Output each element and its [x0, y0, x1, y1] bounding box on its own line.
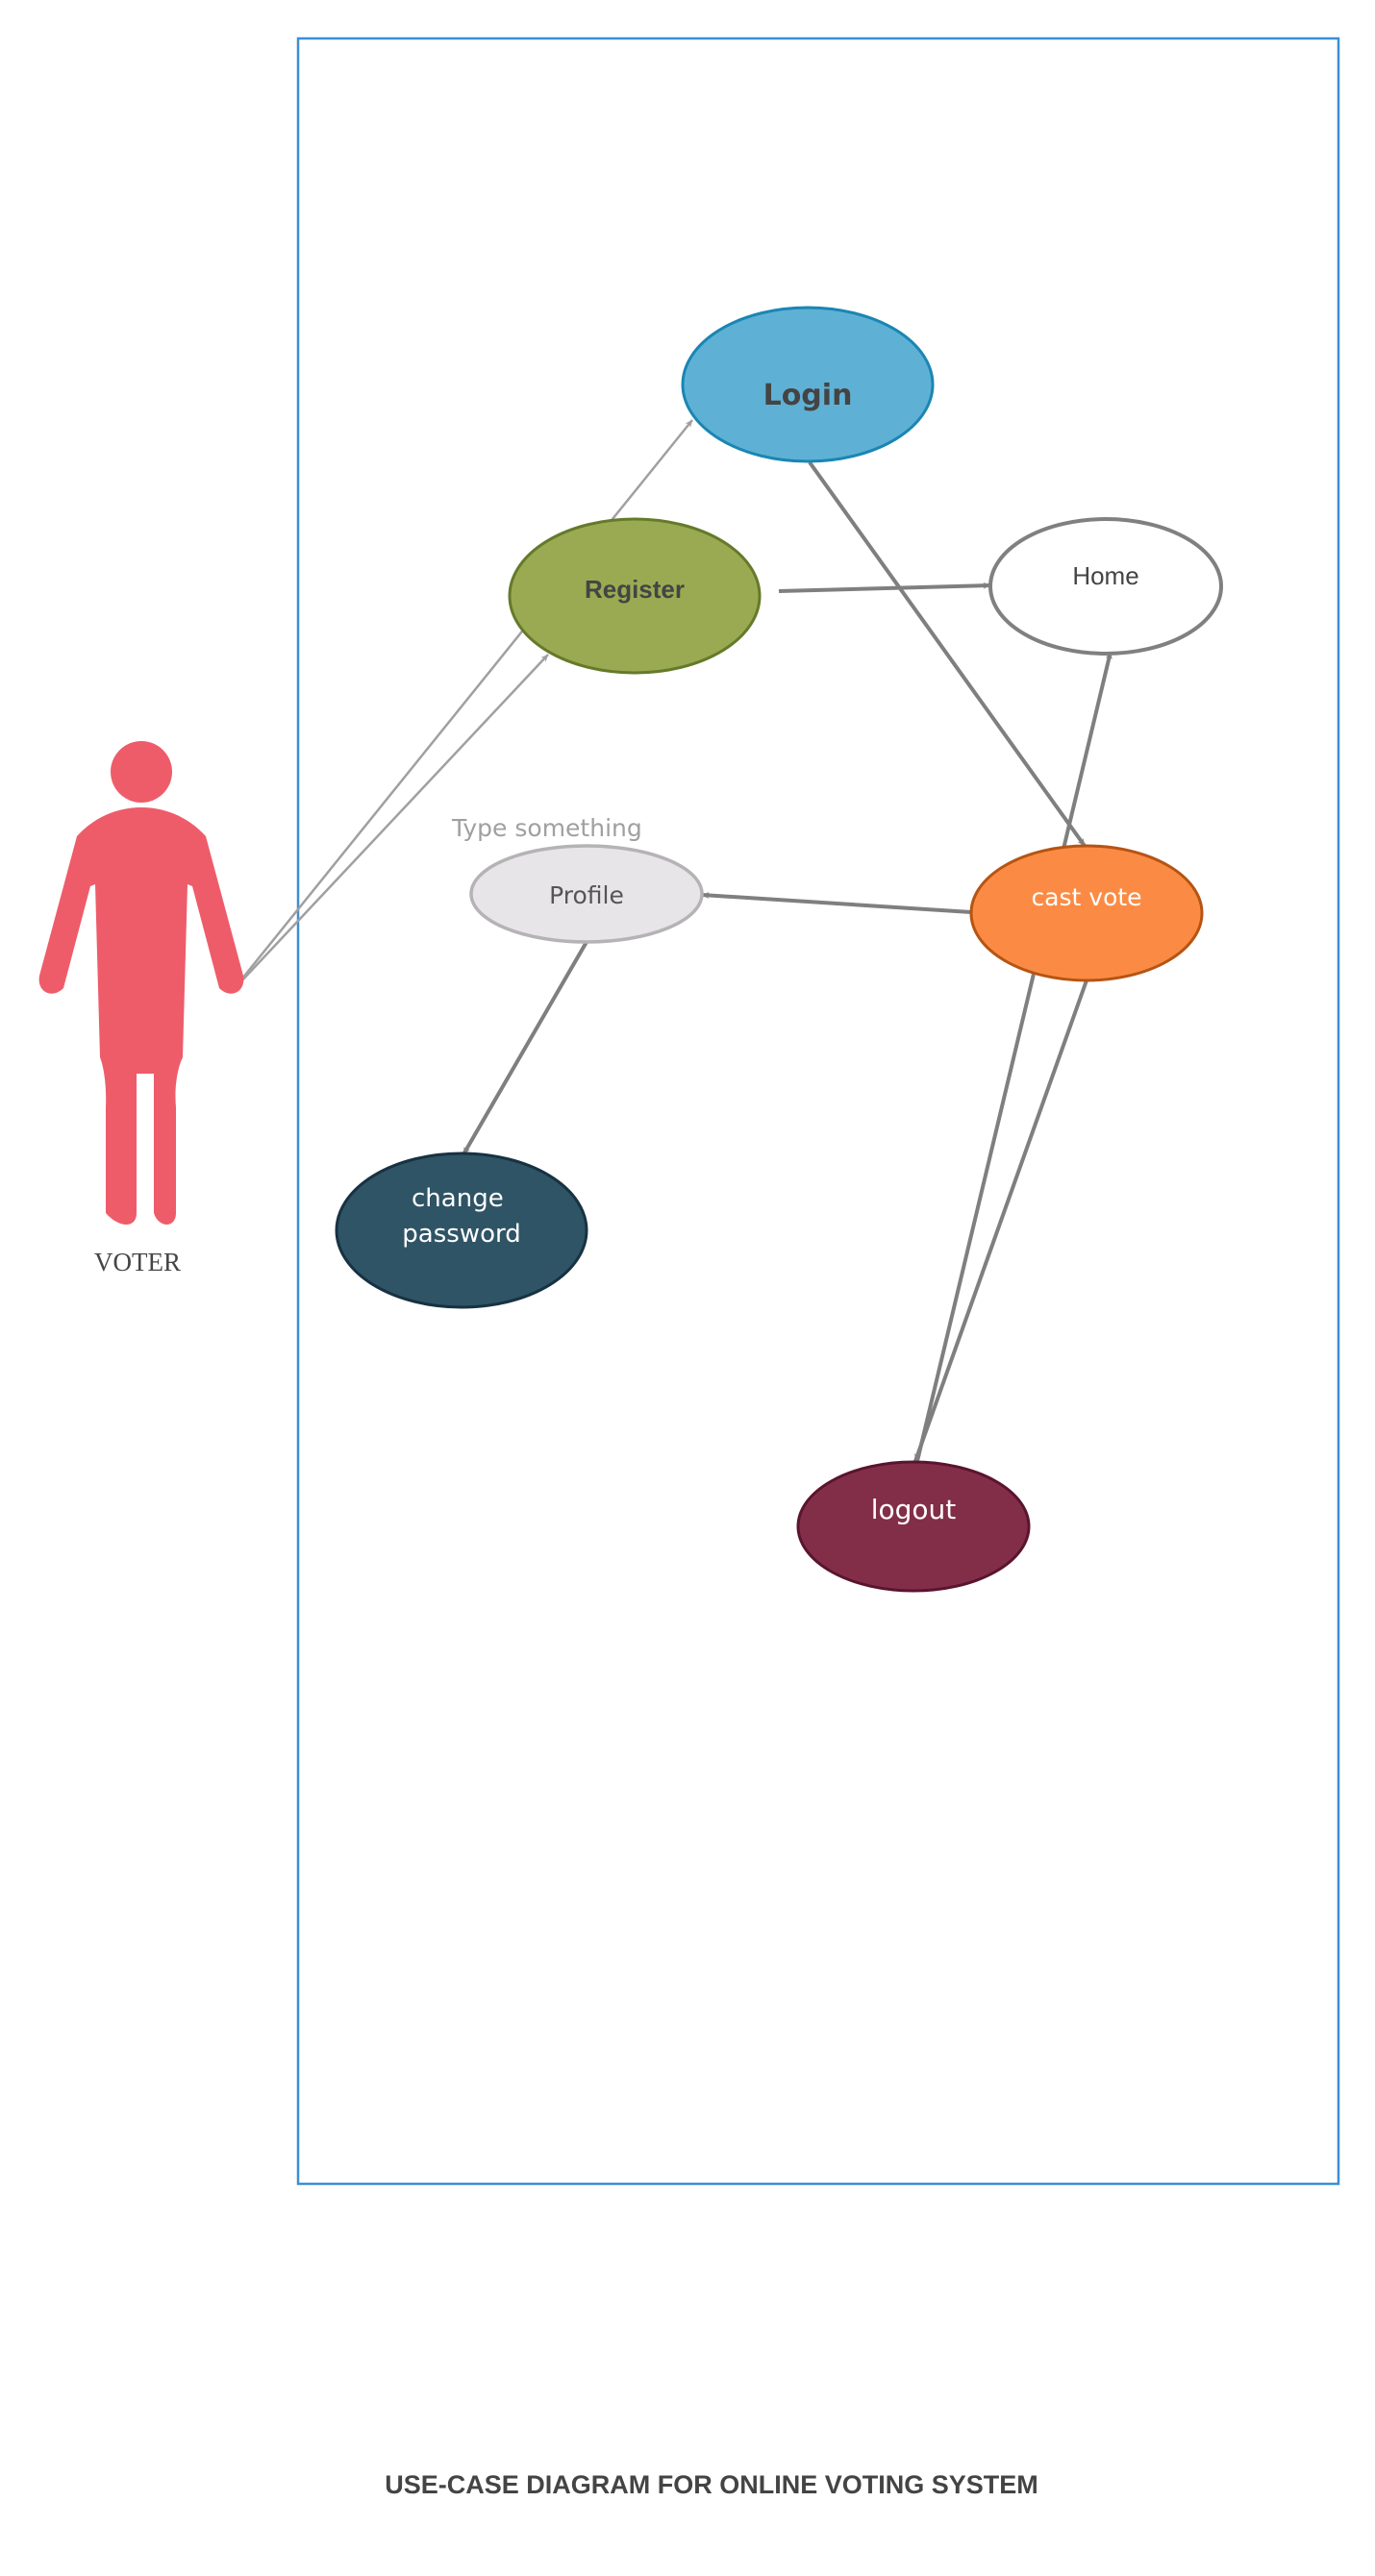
use-case-cast-vote-label: cast vote	[1031, 883, 1141, 911]
use-case-register[interactable]: Register	[508, 517, 762, 675]
use-case-login-label: Login	[763, 379, 853, 412]
use-case-profile-label: Profile	[549, 881, 624, 909]
use-case-logout[interactable]: logout	[796, 1460, 1031, 1593]
actor-label: VOTER	[94, 1248, 181, 1276]
use-case-change-password-label: change password	[402, 1184, 520, 1249]
use-case-register-shape	[508, 517, 762, 675]
use-case-cast-vote[interactable]: cast vote	[969, 844, 1204, 982]
use-case-cast-vote-shape	[969, 844, 1204, 982]
use-case-login-shape	[681, 306, 935, 463]
use-case-change-password-label-line1: change	[412, 1184, 504, 1213]
system-boundary	[296, 37, 1340, 2186]
use-case-change-password[interactable]: change password	[335, 1152, 588, 1309]
edge-cast-vote-logout[interactable]	[913, 979, 1088, 1462]
use-case-change-password-label-line2: password	[402, 1220, 520, 1249]
edge-login-cast-vote[interactable]	[808, 460, 1087, 848]
use-case-home[interactable]: Home	[988, 517, 1223, 656]
edge-profile-change-password[interactable]	[462, 940, 588, 1156]
use-case-home-label: Home	[1072, 561, 1138, 590]
use-case-login[interactable]: Login	[681, 306, 935, 463]
edge-register-home[interactable]	[778, 582, 991, 593]
connections	[238, 419, 1112, 1462]
person-icon	[38, 741, 244, 1225]
use-case-logout-label: logout	[871, 1494, 957, 1525]
voter-actor[interactable]: VOTER	[38, 741, 244, 1276]
diagram-title: USE-CASE DIAGRAM FOR ONLINE VOTING SYSTE…	[385, 2470, 1038, 2499]
use-case-profile[interactable]: Profile	[469, 844, 704, 944]
edge-logout-home[interactable]	[915, 651, 1112, 1462]
use-case-home-shape	[988, 517, 1223, 656]
edge-voter-login[interactable]	[238, 419, 693, 984]
use-case-register-label: Register	[585, 575, 685, 604]
edge-cast-vote-profile[interactable]	[701, 891, 972, 914]
use-case-profile-shape	[469, 844, 704, 944]
edge-voter-register[interactable]	[239, 654, 549, 983]
use-case-logout-shape	[796, 1460, 1031, 1593]
use-case-change-password-shape	[335, 1152, 588, 1309]
placeholder-text[interactable]: Type something	[451, 814, 642, 842]
